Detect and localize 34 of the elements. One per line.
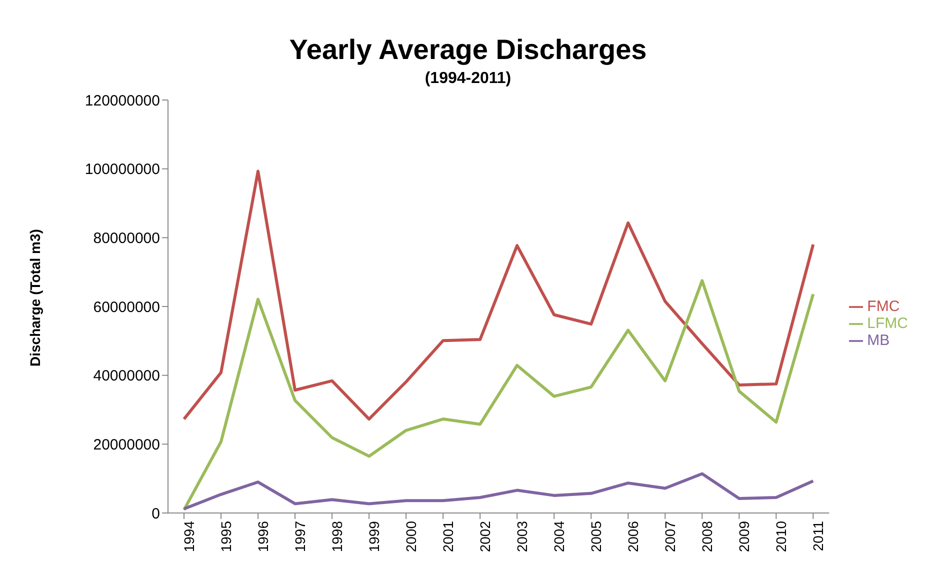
y-axis-title: Discharge (Total m3) [26, 229, 43, 366]
y-tick-label: 80000000 [93, 230, 160, 247]
x-tick-label: 2000 [402, 520, 419, 552]
x-tick-label: 2005 [588, 520, 604, 552]
y-tick-label: 100000000 [84, 161, 160, 178]
x-tick-label: 1994 [180, 520, 197, 552]
y-tick-label: 40000000 [93, 368, 160, 385]
line-series [182, 472, 815, 510]
y-tick-label: 0 [152, 505, 160, 522]
x-tick-label: 1997 [292, 520, 308, 552]
x-tick-label: 2008 [699, 520, 716, 552]
x-tick-label: 1996 [254, 520, 271, 552]
y-tick-label: 120000000 [84, 92, 160, 110]
legend-label: MB [867, 332, 890, 348]
x-tick-label: 2006 [625, 520, 642, 552]
chart-subtitle: (1994-2011) [424, 70, 512, 88]
x-tick-label: 2007 [662, 520, 678, 552]
x-tick-label: 2004 [551, 520, 568, 552]
y-tick-label: 20000000 [93, 436, 160, 454]
x-tick-label: 1999 [366, 520, 382, 552]
line-series [182, 170, 815, 421]
x-tick-label: 2002 [477, 520, 494, 552]
chart-title: Yearly Average Discharges [288, 33, 648, 66]
legend-label: FMC [867, 298, 900, 314]
x-tick-label: 2003 [514, 520, 530, 552]
line-series [182, 279, 815, 512]
x-tick-label: 2011 [810, 520, 826, 552]
x-tick-label: 2010 [773, 520, 790, 552]
legend-label: LFMC [867, 314, 908, 332]
x-tick-label: 1995 [218, 520, 234, 552]
x-tick-label: 2009 [736, 520, 752, 552]
x-tick-label: 1998 [328, 520, 345, 552]
y-tick-label: 60000000 [93, 298, 160, 316]
x-tick-label: 2001 [440, 520, 456, 552]
